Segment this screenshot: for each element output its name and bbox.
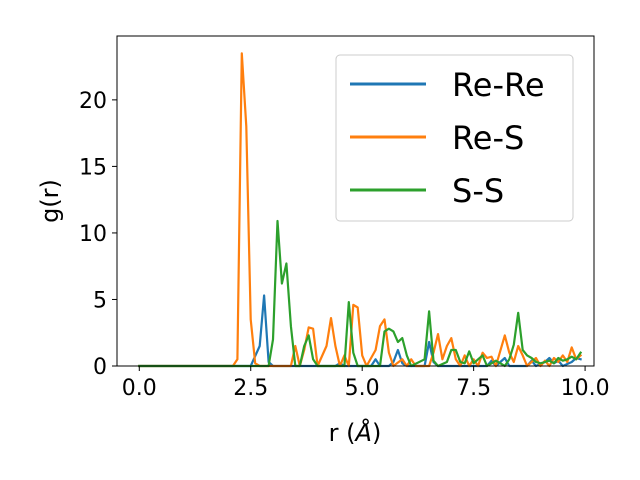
x-tick-label: 0.0 [122, 376, 157, 401]
y-tick-label: 5 [93, 288, 107, 313]
legend-label: S-S [452, 172, 504, 210]
legend-label: Re-Re [452, 66, 545, 104]
y-axis-label: g(r) [36, 179, 64, 223]
series-line-s-s [138, 219, 583, 368]
y-tick-label: 20 [79, 89, 107, 114]
y-tick-label: 10 [79, 222, 107, 247]
y-axis-ticks: 0 5 10 15 20 [79, 89, 117, 380]
legend-label: Re-S [452, 119, 524, 157]
legend-items: Re-Re Re-S S-S [350, 66, 545, 210]
legend-box [335, 54, 574, 222]
plot-frame [116, 35, 595, 367]
x-axis-label: r (Å) [329, 418, 382, 447]
x-tick-label: 10.0 [561, 376, 610, 401]
legend: Re-Re Re-S S-S [335, 54, 574, 222]
x-tick-label: 7.5 [456, 376, 491, 401]
y-tick-label: 15 [79, 155, 107, 180]
x-tick-label: 5.0 [345, 376, 380, 401]
y-tick-label: 0 [93, 355, 107, 380]
x-axis-ticks: 0.0 2.5 5.0 7.5 10.0 [122, 366, 610, 401]
x-tick-label: 2.5 [233, 376, 268, 401]
